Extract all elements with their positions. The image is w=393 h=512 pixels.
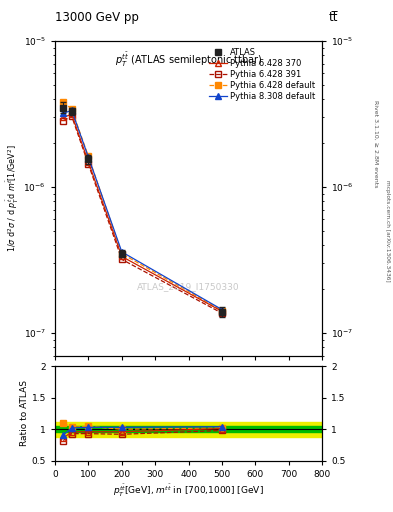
Legend: ATLAS, Pythia 6.428 370, Pythia 6.428 391, Pythia 6.428 default, Pythia 8.308 de: ATLAS, Pythia 6.428 370, Pythia 6.428 39… (206, 45, 318, 103)
Text: tt̅: tt̅ (329, 11, 338, 24)
Text: 13000 GeV pp: 13000 GeV pp (55, 11, 139, 24)
Text: Rivet 3.1.10, ≥ 2.8M events: Rivet 3.1.10, ≥ 2.8M events (373, 100, 378, 187)
Y-axis label: Ratio to ATLAS: Ratio to ATLAS (20, 380, 29, 446)
X-axis label: $p_T^{t\bar{t}}$[GeV], $m^{t\bar{t}}$ in [700,1000] [GeV]: $p_T^{t\bar{t}}$[GeV], $m^{t\bar{t}}$ in… (113, 483, 264, 499)
Bar (55, 426, 322, 432)
Y-axis label: 1/$\sigma$ d$^2$$\sigma$ / d $p_T^{\bar{t}}$d $m^{\bar{t}}$[1/GeV$^2$]: 1/$\sigma$ d$^2$$\sigma$ / d $p_T^{\bar{… (5, 144, 21, 252)
Bar (55, 422, 322, 437)
Text: ATLAS_2019_I1750330: ATLAS_2019_I1750330 (137, 282, 240, 291)
Text: mcplots.cern.ch [arXiv:1306.3436]: mcplots.cern.ch [arXiv:1306.3436] (385, 180, 389, 281)
Text: $p_T^{t\bar{t}}$ (ATLAS semileptonic ttbar): $p_T^{t\bar{t}}$ (ATLAS semileptonic ttb… (115, 50, 262, 69)
